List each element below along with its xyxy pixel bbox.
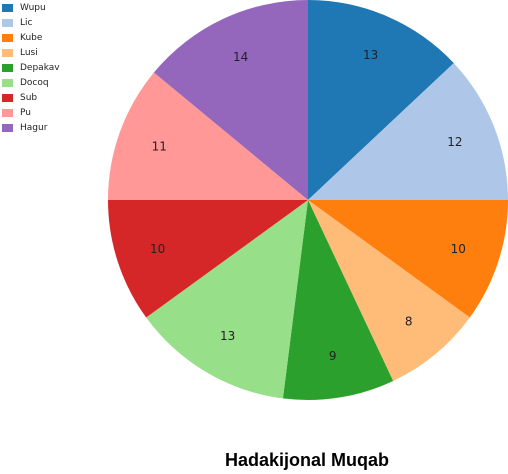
- slice-value-label-lic: 12: [447, 135, 462, 149]
- pie-slice-sub: [108, 200, 308, 318]
- pie-slice-labels: 13 12 10 8 9 13 10 11 14: [150, 48, 466, 363]
- pie-slice-pu: [108, 72, 308, 200]
- legend-item-docoq: Docoq: [2, 75, 60, 90]
- legend-label: Hagur: [20, 122, 48, 133]
- legend-swatch: [2, 48, 13, 57]
- slice-value-label-lusi: 8: [405, 315, 413, 329]
- pie-slice-kube: [308, 200, 508, 318]
- legend-swatch: [2, 33, 13, 42]
- legend-item-hagur: Hagur: [2, 120, 60, 135]
- legend-label: Lusi: [20, 47, 38, 58]
- legend-item-wupu: Wupu: [2, 0, 60, 15]
- slice-value-label-wupu: 13: [363, 48, 378, 62]
- pie-slice-docoq: [146, 200, 308, 399]
- legend-swatch: [2, 3, 13, 12]
- slice-value-label-depakav: 9: [329, 349, 337, 363]
- legend-swatch: [2, 108, 13, 117]
- legend-swatch: [2, 78, 13, 87]
- legend-label: Depakav: [20, 62, 60, 73]
- legend-label: Wupu: [20, 2, 46, 13]
- pie-slices: [108, 0, 508, 400]
- legend-item-depakav: Depakav: [2, 60, 60, 75]
- pie-slice-hagur: [153, 0, 308, 200]
- chart-title: Hadakijonal Muqab: [224, 450, 390, 470]
- legend-swatch: [2, 18, 13, 27]
- legend-label: Lic: [20, 17, 33, 28]
- legend-swatch: [2, 93, 13, 102]
- slice-value-label-sub: 10: [150, 242, 165, 256]
- legend-item-pu: Pu: [2, 105, 60, 120]
- legend-item-kube: Kube: [2, 30, 60, 45]
- pie-slice-wupu: [308, 0, 454, 200]
- legend-item-lic: Lic: [2, 15, 60, 30]
- legend-swatch: [2, 123, 13, 132]
- legend-label: Pu: [20, 107, 31, 118]
- legend-swatch: [2, 63, 13, 72]
- slice-value-label-pu: 11: [152, 140, 167, 154]
- slice-value-label-hagur: 14: [233, 50, 248, 64]
- pie-slice-depakav: [282, 200, 394, 400]
- legend: Wupu Lic Kube Lusi Depakav Docoq Sub Pu Hagur: [2, 0, 60, 135]
- slice-value-label-docoq: 13: [220, 329, 235, 343]
- legend-label: Sub: [20, 92, 38, 103]
- pie-slice-lic: [308, 63, 508, 201]
- pie-slice-lusi: [308, 200, 470, 381]
- legend-label: Kube: [20, 32, 43, 43]
- legend-item-lusi: Lusi: [2, 45, 60, 60]
- legend-item-sub: Sub: [2, 90, 60, 105]
- slice-value-label-kube: 10: [451, 242, 466, 256]
- legend-label: Docoq: [20, 77, 49, 88]
